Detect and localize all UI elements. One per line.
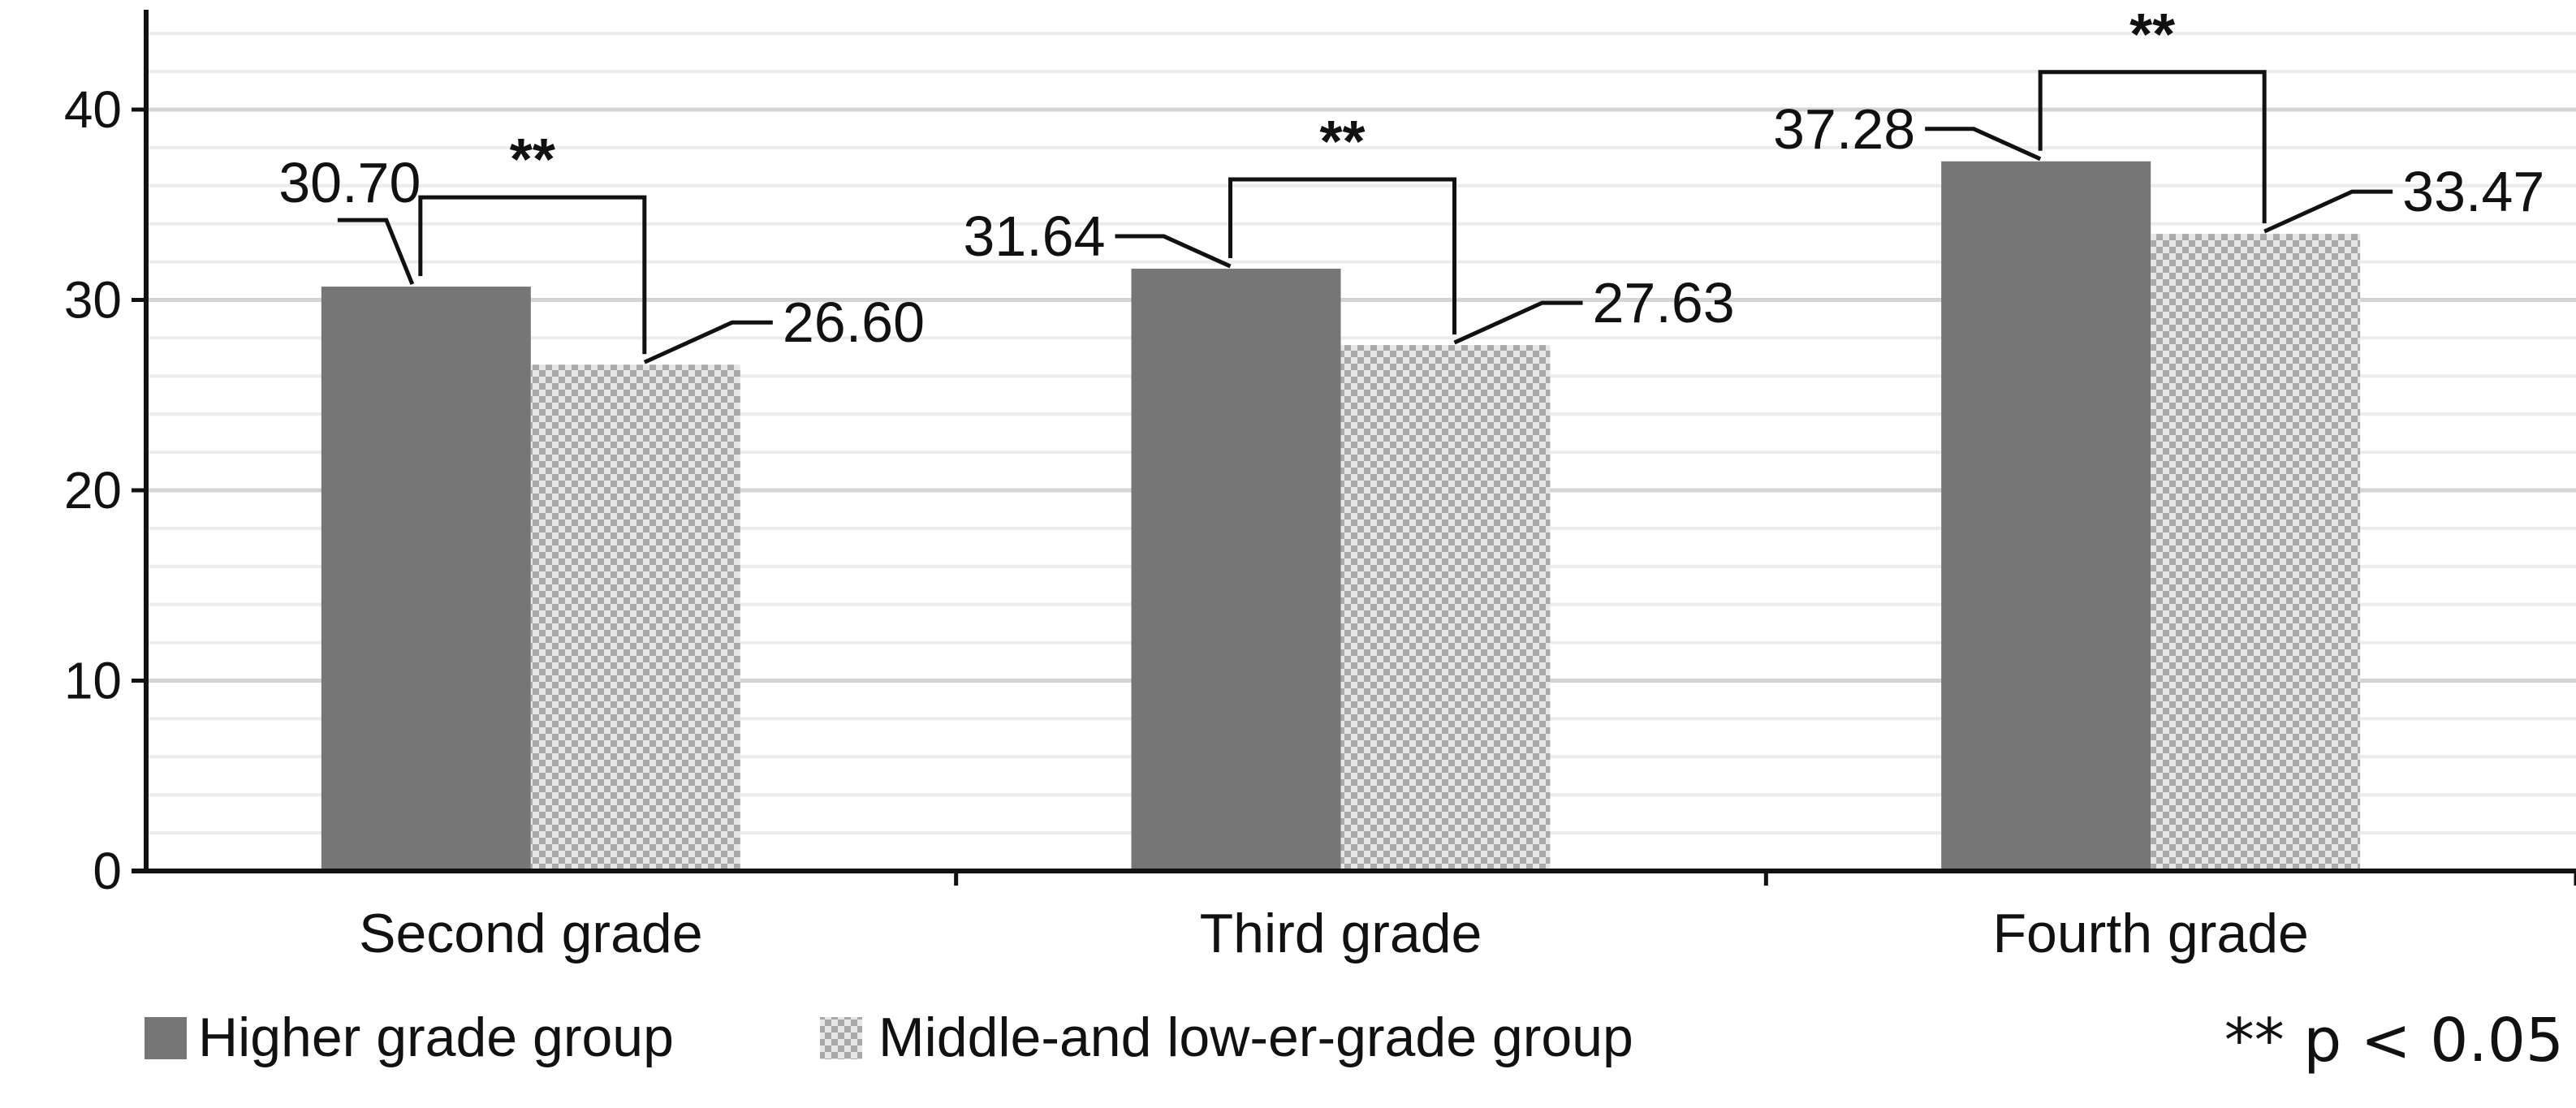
- bar-middle-lower: [2151, 234, 2361, 871]
- data-label: 31.64: [963, 205, 1105, 268]
- legend-swatch-higher: [145, 1017, 187, 1059]
- bar-middle-lower: [530, 364, 740, 872]
- significance-bracket: [418, 195, 647, 355]
- data-label: 26.60: [783, 291, 925, 354]
- bars: [321, 161, 2361, 872]
- bar-higher: [1131, 269, 1341, 871]
- leader-line: [1453, 300, 1583, 345]
- bar-higher: [1941, 161, 2151, 871]
- bar-higher: [321, 287, 531, 872]
- x-category-label: Second grade: [359, 903, 702, 964]
- bar-middle-lower: [1340, 345, 1551, 871]
- x-category-label: Fourth grade: [1992, 903, 2308, 964]
- data-label: 37.28: [1773, 97, 1915, 161]
- leader-line: [1115, 234, 1232, 269]
- y-tick-label: 20: [64, 461, 122, 520]
- y-tick-label: 0: [93, 842, 122, 900]
- data-label: 30.70: [278, 151, 421, 214]
- y-tick-label: 10: [64, 652, 122, 710]
- data-label: 33.47: [2402, 160, 2544, 223]
- data-label: 27.63: [1593, 271, 1735, 334]
- annotations: 30.70 26.60 ** 31.64 27.63 ** 37.28 33.47 **: [278, 2, 2544, 364]
- significance-bracket: [2038, 70, 2267, 224]
- leader-line: [643, 320, 773, 364]
- significance-note: ** p < 0.05: [2224, 1006, 2564, 1076]
- significance-marker: **: [510, 127, 555, 192]
- axes: 0 10 20 30 40 Second grade Third grade Fourth g…: [64, 10, 2576, 964]
- legend: Higher grade group Middle-and low-er-grad…: [145, 1006, 2564, 1076]
- legend-label: Higher grade group: [198, 1007, 674, 1068]
- leader-line: [1925, 127, 2042, 162]
- legend-swatch-middle-lower: [820, 1017, 862, 1059]
- y-tick-label: 30: [64, 271, 122, 330]
- legend-label: Middle-and low-er-grade group: [878, 1007, 1633, 1068]
- leader-line: [2263, 189, 2393, 234]
- significance-marker: **: [2129, 2, 2175, 67]
- significance-bracket: [1228, 177, 1456, 335]
- x-category-label: Third grade: [1200, 903, 1482, 964]
- leader-line: [337, 218, 415, 286]
- y-tick-label: 40: [64, 80, 122, 139]
- significance-marker: **: [1319, 110, 1365, 175]
